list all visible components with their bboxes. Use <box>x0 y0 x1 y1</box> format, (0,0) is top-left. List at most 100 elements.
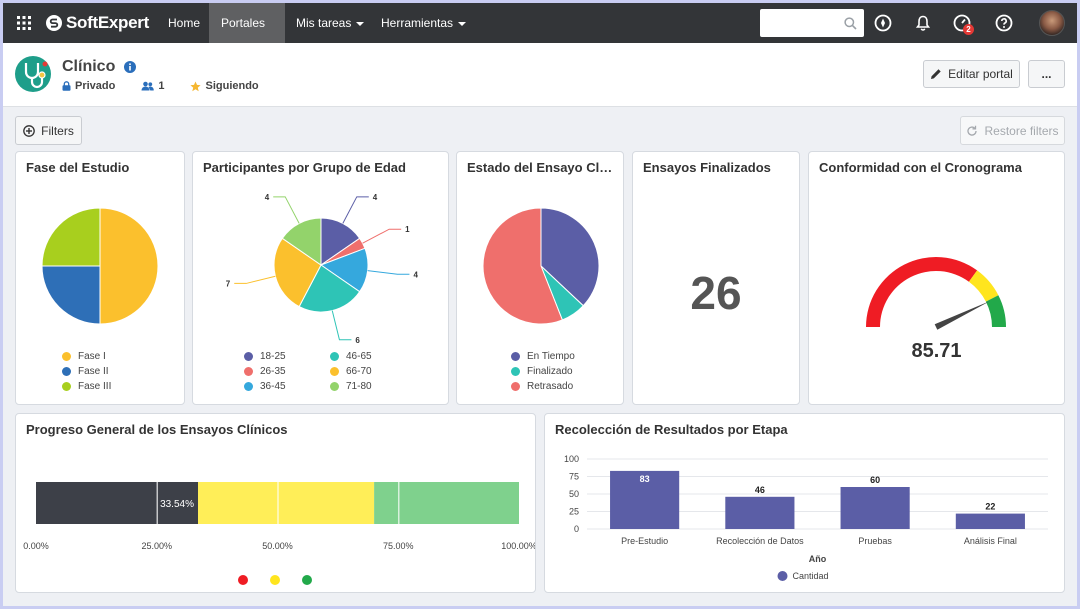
members-label: 1 <box>158 80 165 92</box>
gauge-band <box>866 257 978 327</box>
data-label: 4 <box>373 193 378 202</box>
axis-tick-label: 25.00% <box>141 541 172 551</box>
restore-filters-label: Restore filters <box>984 123 1059 138</box>
compass-icon[interactable] <box>874 14 892 32</box>
notification-badge: 2 <box>963 24 974 35</box>
nav-home[interactable]: Home <box>158 3 210 43</box>
legend-item[interactable]: 36-45 <box>244 379 330 394</box>
pie-slice <box>298 264 361 313</box>
progress-value-label: 33.54% <box>160 499 194 510</box>
kpi-value: 26 <box>690 267 742 319</box>
chevron-down-icon <box>458 21 467 26</box>
legend-item[interactable]: Retrasado <box>511 379 575 394</box>
stethoscope-icon <box>15 56 51 92</box>
nav-mis-tareas[interactable]: Mis tareas <box>286 3 374 43</box>
fase-pie-chart <box>41 207 159 325</box>
pie-slice <box>482 207 564 325</box>
legend-swatch <box>511 367 520 376</box>
legend-swatch <box>270 575 280 585</box>
category-label: Pruebas <box>858 536 892 546</box>
x-axis-title: Año <box>809 554 827 564</box>
members-count[interactable]: 1 <box>141 80 164 92</box>
progress-segment <box>197 482 375 524</box>
more-options-label: ... <box>1041 67 1052 81</box>
softexpert-logo[interactable]: SoftExpert <box>45 12 149 34</box>
card-estado-ensayo: Estado del Ensayo Clínico En Tiempo Final… <box>456 151 624 405</box>
legend-item[interactable]: En Tiempo <box>511 349 575 364</box>
card-title: Recolección de Resultados por Etapa <box>555 422 788 437</box>
info-icon[interactable] <box>123 60 136 73</box>
bar <box>725 496 795 529</box>
pencil-icon <box>931 69 941 79</box>
legend-swatch <box>330 367 339 376</box>
axis-tick-label: 0 <box>574 524 579 534</box>
axis-tick-label: 75 <box>569 472 579 482</box>
restore-filters-button[interactable]: Restore filters <box>960 116 1065 145</box>
participantes-pie-chart: 4 1 4 6 7 4 <box>226 193 419 345</box>
card-participantes: Participantes por Grupo de Edad 4 1 4 6 7 4 1… <box>192 151 449 405</box>
legend-swatch <box>511 382 520 391</box>
edit-portal-label: Editar portal <box>948 67 1013 81</box>
pie-slice <box>281 217 322 266</box>
data-label: 4 <box>413 270 418 279</box>
card-title: Fase del Estudio <box>26 160 130 175</box>
legend-label: 66-70 <box>346 366 372 377</box>
axis-tick-label: 50 <box>569 489 579 499</box>
bar <box>955 513 1025 529</box>
apps-grid-icon[interactable] <box>17 16 31 30</box>
legend-item[interactable]: 66-70 <box>330 364 400 379</box>
search-icon[interactable] <box>844 17 857 30</box>
legend-label: 26-35 <box>260 366 286 377</box>
axis-tick-label: 0.00% <box>23 541 49 551</box>
legend-item[interactable]: 26-35 <box>244 364 330 379</box>
lock-icon <box>62 81 71 91</box>
legend-item[interactable]: Fase I <box>62 349 111 364</box>
legend-item[interactable]: Fase III <box>62 379 111 394</box>
legend-swatch <box>511 352 520 361</box>
edit-portal-button[interactable]: Editar portal <box>923 60 1020 88</box>
data-label: 6 <box>355 336 360 345</box>
card-ensayos-finalizados: Ensayos Finalizados 26 <box>632 151 800 405</box>
recoleccion-bar-chart: 0 25 50 75 100 83 Pre-Estudio 46 Recolección de … <box>564 454 1048 581</box>
data-label: 7 <box>226 279 231 288</box>
category-label: Recolección de Datos <box>716 536 804 546</box>
legend-label: Finalizado <box>527 366 573 377</box>
callout-line <box>234 275 276 284</box>
legend-item[interactable]: Finalizado <box>511 364 575 379</box>
pie-slice <box>273 237 322 308</box>
nav-herramientas[interactable]: Herramientas <box>371 3 476 43</box>
legend-swatch <box>330 382 339 391</box>
legend-item[interactable]: Fase II <box>62 364 111 379</box>
card-recoleccion: Recolección de Resultados por Etapa 0 25 5… <box>544 413 1065 593</box>
timer-button[interactable]: 2 <box>953 14 974 36</box>
card-conformidad: Conformidad con el Cronograma 85.71 <box>808 151 1065 405</box>
help-icon[interactable] <box>995 14 1013 32</box>
legend-swatch <box>777 571 788 581</box>
bell-icon[interactable] <box>914 14 932 32</box>
user-avatar[interactable] <box>1039 10 1065 36</box>
legend-item[interactable]: 71-80 <box>330 379 400 394</box>
more-options-button[interactable]: ... <box>1028 60 1065 88</box>
filters-button[interactable]: Filters <box>15 116 82 145</box>
chevron-down-icon <box>356 21 365 26</box>
card-title: Ensayos Finalizados <box>643 160 771 175</box>
users-icon <box>141 81 155 91</box>
estado-pie-chart <box>482 207 600 325</box>
nav-portales[interactable]: Portales <box>209 3 285 66</box>
callout-line <box>273 196 300 224</box>
participantes-legend: 18-25 46-65 26-35 66-70 36-45 71-80 <box>244 349 404 394</box>
fase-legend: Fase I Fase II Fase III <box>62 349 111 394</box>
legend-swatch <box>62 352 71 361</box>
progress-segment <box>374 482 519 524</box>
legend-item[interactable]: 18-25 <box>244 349 330 364</box>
card-title: Participantes por Grupo de Edad <box>203 160 406 175</box>
nav-home-label: Home <box>168 16 201 30</box>
search-input[interactable] <box>760 9 864 37</box>
estado-legend: En Tiempo Finalizado Retrasado <box>511 349 575 394</box>
data-label: 4 <box>265 193 270 202</box>
card-fase-estudio: Fase del Estudio Fase I Fase II Fase III <box>15 151 185 405</box>
legend-item[interactable]: 46-65 <box>330 349 400 364</box>
legend-label: En Tiempo <box>527 351 575 362</box>
following-status[interactable]: Siguiendo <box>190 80 259 92</box>
callout-line <box>342 196 369 224</box>
